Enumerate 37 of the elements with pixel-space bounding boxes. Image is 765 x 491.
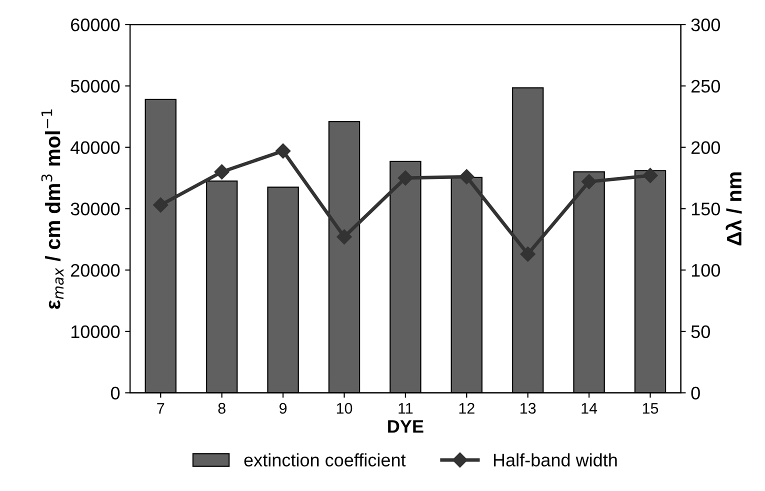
point [214,164,230,180]
y2-tick-label: 250 [691,80,720,93]
y-tick-label: 60000 [71,18,120,32]
point [520,246,536,262]
y2-tick-label: 200 [691,141,720,154]
y2-tick-label: 0 [691,386,700,400]
x-tick-label: 14 [582,403,598,414]
y2-tick-label: 50 [691,325,710,338]
point [459,169,474,184]
y2-tick-label: 300 [691,18,720,32]
point [398,170,414,186]
x-tick-label: 15 [642,403,658,414]
y-tick-label: 40000 [70,141,120,154]
x-tick-label: 10 [336,402,352,414]
point [642,168,658,184]
y2-tick-label: 150 [692,202,720,216]
x-tick-label: 11 [398,403,413,414]
y-axis-title: ε$_{max}$ / cm dm$^{3}$ mol$^{−1}$ [41,110,64,309]
point [581,174,597,190]
point [275,143,291,159]
x-tick-label: 7 [157,403,164,414]
x-tick-label: 8 [218,402,226,414]
y-tick-label: 20000 [71,264,120,277]
y-tick-label: 30000 [70,202,120,216]
point [153,197,168,213]
point [336,229,352,244]
y-tick-label: 0 [110,386,120,400]
x-tick-label: 13 [520,402,536,414]
x-axis-title: DYE [388,420,424,433]
y2-axis-title: Δλ / nm [726,172,742,246]
y2-tick-label: 100 [692,264,720,277]
legend-label: Half-band width [494,453,617,466]
x-tick-label: 9 [280,402,287,414]
legend-label: extinction coefficient [244,453,406,466]
y-tick-label: 50000 [70,80,120,93]
x-tick-label: 12 [459,402,474,414]
y-tick-label: 10000 [72,325,120,338]
